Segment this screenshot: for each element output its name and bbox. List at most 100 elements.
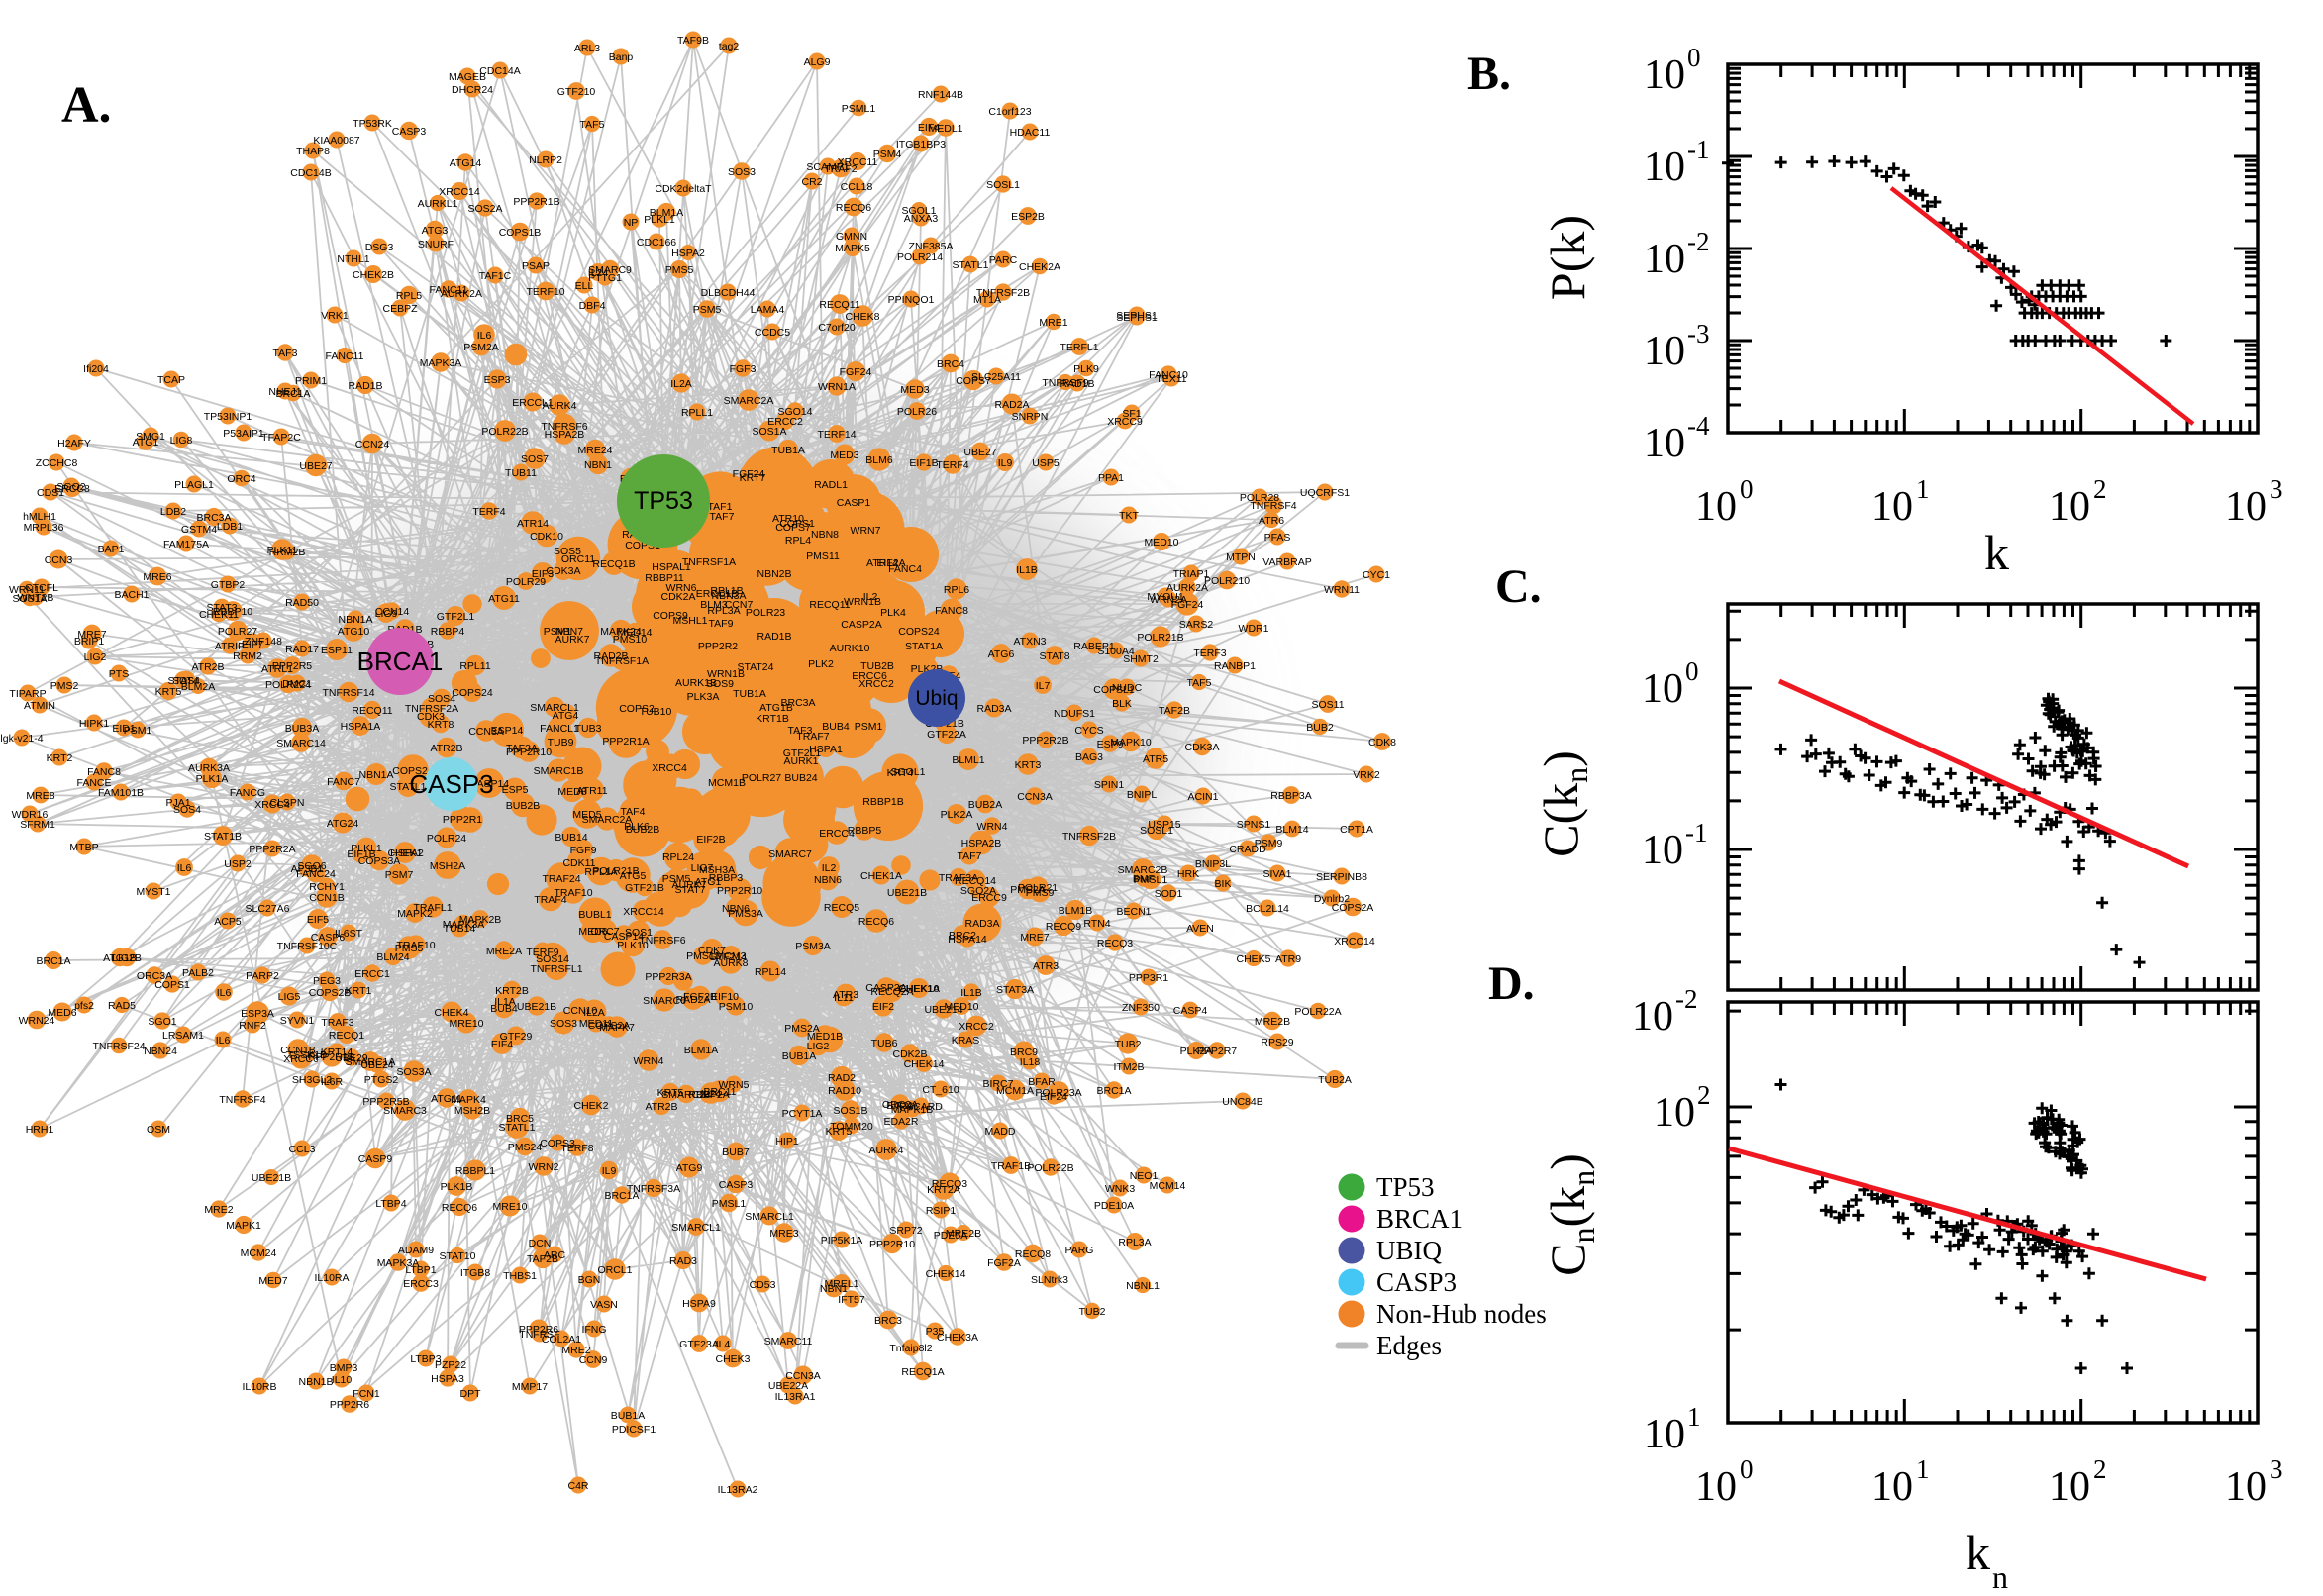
svg-text:FANCL1: FANCL1: [540, 723, 579, 735]
svg-text:TNFRSF4: TNFRSF4: [1250, 500, 1296, 512]
svg-text:SMARC24: SMARC24: [661, 1089, 711, 1101]
svg-text:ERCC2: ERCC2: [767, 416, 803, 428]
svg-text:RANBP1: RANBP1: [1214, 660, 1256, 672]
svg-text:IL2: IL2: [863, 591, 878, 603]
svg-text:SNRPN: SNRPN: [1012, 411, 1049, 423]
svg-text:ATR6: ATR6: [1259, 515, 1284, 527]
svg-text:COPS9: COPS9: [653, 610, 688, 622]
svg-text:HSPA2B: HSPA2B: [545, 429, 585, 441]
svg-text:PLK2A: PLK2A: [941, 809, 973, 821]
svg-text:NBN2B: NBN2B: [757, 568, 791, 580]
svg-text:ORCL1: ORCL1: [597, 1264, 632, 1276]
svg-text:RAD2A: RAD2A: [994, 399, 1029, 411]
svg-text:MED5: MED5: [572, 809, 601, 821]
svg-text:TERF9: TERF9: [526, 947, 558, 958]
svg-text:PLK4: PLK4: [880, 607, 906, 619]
svg-text:IL1A: IL1A: [494, 996, 516, 1008]
svg-text:ATR2B: ATR2B: [430, 743, 462, 754]
svg-text:tag2: tag2: [719, 41, 740, 52]
svg-text:FGF2A: FGF2A: [987, 1257, 1021, 1269]
svg-text:WRN4: WRN4: [977, 821, 1008, 833]
svg-text:ACP5: ACP5: [214, 916, 242, 928]
svg-text:SPIN1: SPIN1: [1094, 779, 1125, 791]
svg-text:XRCC9: XRCC9: [1107, 416, 1143, 428]
svg-text:TNFRSF4: TNFRSF4: [219, 1094, 265, 1106]
svg-text:MED10: MED10: [1144, 537, 1178, 549]
svg-text:LIG2: LIG2: [84, 651, 107, 663]
svg-text:SOSL1: SOSL1: [1140, 825, 1173, 837]
svg-text:TNFRSF3A: TNFRSF3A: [627, 1183, 680, 1195]
svg-text:BUB1A: BUB1A: [782, 1050, 816, 1062]
svg-text:10: 10: [1632, 994, 1673, 1040]
svg-text:LIG7: LIG7: [691, 862, 714, 874]
svg-text:SMARC2B: SMARC2B: [1118, 864, 1168, 876]
svg-text:LTBP3: LTBP3: [410, 1353, 441, 1365]
svg-text:PEG3: PEG3: [313, 975, 341, 987]
svg-text:KRAS: KRAS: [952, 1035, 980, 1047]
svg-text:TP53: TP53: [634, 487, 693, 515]
svg-text:SMARC2A: SMARC2A: [582, 814, 633, 826]
svg-text:MRE8: MRE8: [26, 790, 54, 802]
svg-text:PPP2R1A: PPP2R1A: [602, 736, 649, 748]
svg-text:PPP2R5: PPP2R5: [272, 660, 312, 672]
svg-text:MRE24: MRE24: [577, 445, 612, 456]
svg-text:ORC3A: ORC3A: [137, 970, 172, 982]
svg-text:GTF2L1: GTF2L1: [783, 748, 822, 759]
svg-text:MAPK2B: MAPK2B: [459, 914, 502, 926]
svg-text:DSG3: DSG3: [365, 242, 394, 253]
svg-text:STAT1B: STAT1B: [204, 831, 242, 843]
svg-text:PPP2R6: PPP2R6: [519, 1324, 558, 1336]
svg-text:MYOU1: MYOU1: [1147, 591, 1184, 603]
svg-text:k: k: [1984, 525, 2009, 580]
svg-text:ESP11: ESP11: [321, 645, 353, 656]
svg-text:FAM175A: FAM175A: [163, 539, 209, 550]
svg-text:SOS4: SOS4: [173, 804, 201, 816]
svg-text:PMS2: PMS2: [50, 680, 79, 692]
svg-text:RTN4: RTN4: [1083, 918, 1110, 930]
svg-text:TP53RK: TP53RK: [353, 118, 392, 130]
svg-text:RPL14: RPL14: [755, 966, 786, 978]
svg-text:SMARCL1: SMARCL1: [530, 702, 579, 714]
svg-text:BAP1: BAP1: [98, 544, 125, 555]
svg-text:RPL5: RPL5: [396, 290, 422, 302]
svg-text:ORC4: ORC4: [227, 473, 255, 485]
svg-text:SOS7: SOS7: [521, 453, 549, 465]
svg-text:IL13RA2: IL13RA2: [718, 1484, 758, 1496]
svg-text:WRN1B: WRN1B: [844, 596, 881, 608]
svg-text:TFAP2C: TFAP2C: [261, 432, 301, 444]
svg-text:SOS1A: SOS1A: [12, 593, 47, 605]
svg-text:PLK1B: PLK1B: [441, 1181, 473, 1193]
svg-text:BRC9: BRC9: [1010, 1047, 1038, 1058]
svg-text:PPP2R2: PPP2R2: [698, 641, 738, 652]
svg-text:ERCC1: ERCC1: [354, 968, 390, 980]
svg-text:ATG4: ATG4: [553, 710, 579, 722]
svg-text:ZCCHC8: ZCCHC8: [36, 457, 78, 469]
svg-text:PLK11: PLK11: [267, 545, 298, 556]
svg-text:PLKL1: PLKL1: [351, 843, 382, 854]
svg-text:XRCC6: XRCC6: [283, 1053, 319, 1065]
svg-text:SGO6: SGO6: [297, 860, 326, 872]
svg-text:PDE5A: PDE5A: [934, 1230, 967, 1242]
svg-text:GTF2L1: GTF2L1: [437, 611, 475, 623]
svg-text:AURK7: AURK7: [555, 634, 589, 646]
svg-text:PARG: PARG: [1065, 1245, 1094, 1256]
svg-text:P53AIP1: P53AIP1: [223, 428, 264, 440]
svg-text:ESP14: ESP14: [491, 725, 524, 737]
svg-text:SGO2: SGO2: [56, 481, 85, 493]
svg-text:TNFRSF14: TNFRSF14: [322, 687, 374, 699]
svg-text:BUBL1: BUBL1: [578, 909, 611, 921]
svg-text:TNFRSF6: TNFRSF6: [541, 421, 587, 433]
svg-text:BRC3: BRC3: [874, 1315, 902, 1327]
svg-text:NBN3A: NBN3A: [711, 590, 746, 602]
svg-text:WRN1A: WRN1A: [818, 381, 856, 393]
svg-text:TERF4: TERF4: [936, 459, 968, 471]
svg-text:SPNS1: SPNS1: [1237, 819, 1271, 831]
svg-text:TRAF3A: TRAF3A: [939, 872, 978, 884]
svg-text:HSPA1A: HSPA1A: [341, 721, 381, 733]
svg-text:ERCC4: ERCC4: [819, 828, 855, 840]
svg-text:OSM: OSM: [147, 1124, 170, 1136]
svg-text:BECN1: BECN1: [1116, 906, 1151, 918]
svg-text:ARC: ARC: [544, 1249, 566, 1261]
svg-text:TRAFL1: TRAFL1: [413, 902, 452, 914]
svg-text:TNFRSF1A: TNFRSF1A: [595, 655, 649, 667]
